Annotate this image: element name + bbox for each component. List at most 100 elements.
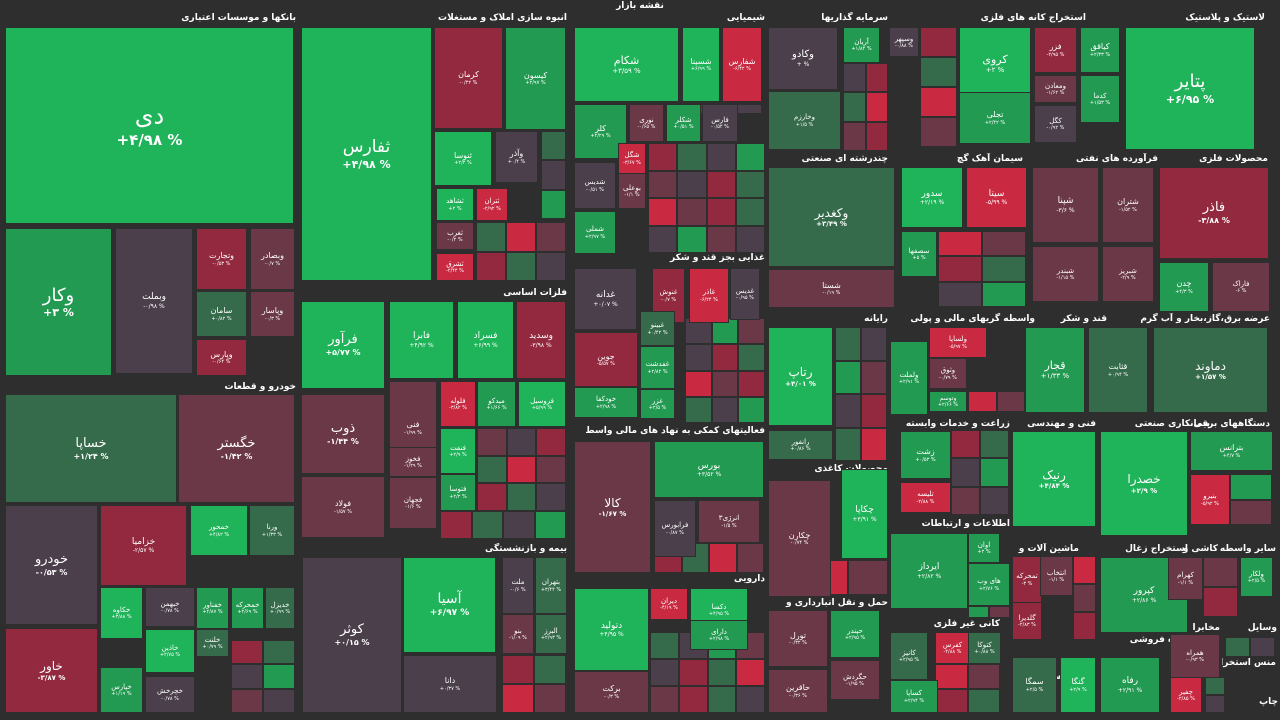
- stock-tile[interactable]: [476, 251, 506, 281]
- stock-tile[interactable]: [648, 225, 678, 253]
- stock-tile[interactable]: سامان +۰/۸۲ %: [196, 291, 247, 337]
- stock-tile[interactable]: جوین -۵/۵۷ %: [574, 332, 638, 387]
- stock-tile[interactable]: فولاد -۱/۵۷ %: [301, 476, 385, 538]
- stock-tile[interactable]: ولساپا -۵/۹۷ %: [929, 327, 987, 358]
- stock-tile[interactable]: وتوسم +۲/۶۶ %: [929, 391, 967, 412]
- stock-tile[interactable]: [935, 688, 968, 713]
- stock-tile[interactable]: سدور +۲/۱۹ %: [901, 167, 963, 228]
- stock-tile[interactable]: [536, 251, 566, 281]
- stock-tile[interactable]: ثشاهد +۲ %: [436, 188, 474, 221]
- stock-tile[interactable]: چدن +۴/۳ %: [1159, 262, 1209, 312]
- stock-tile[interactable]: تلیسه -۲/۸۸ %: [900, 482, 951, 513]
- stock-tile[interactable]: [982, 231, 1026, 257]
- stock-tile[interactable]: [678, 686, 708, 713]
- stock-tile[interactable]: [711, 396, 739, 423]
- stock-tile[interactable]: [735, 198, 765, 226]
- stock-tile[interactable]: [650, 632, 679, 659]
- stock-tile[interactable]: [534, 684, 566, 713]
- stock-tile[interactable]: دارای +۲/۹۸ %: [690, 620, 748, 650]
- stock-tile[interactable]: حاقرین -۰/۳۶ %: [768, 669, 828, 713]
- stock-tile[interactable]: دیران -۴/۱۹ %: [650, 588, 688, 620]
- stock-tile[interactable]: غدیس -۰/۹۵ %: [730, 268, 760, 320]
- stock-tile[interactable]: کدما +۱/۵۳ %: [1080, 75, 1120, 123]
- stock-tile[interactable]: [541, 160, 566, 190]
- stock-tile[interactable]: [677, 143, 707, 171]
- stock-tile[interactable]: [506, 455, 537, 484]
- stock-tile[interactable]: شکام +۳/۵۹ %: [574, 27, 679, 102]
- stock-tile[interactable]: [835, 360, 861, 394]
- stock-tile[interactable]: [231, 688, 263, 713]
- stock-tile[interactable]: وخارزم +۱/۵ %: [768, 91, 841, 150]
- stock-tile[interactable]: [506, 222, 536, 252]
- stock-tile[interactable]: [706, 198, 736, 226]
- stock-tile[interactable]: [685, 370, 712, 397]
- stock-tile[interactable]: شبندر -۱/۱۵ %: [1032, 246, 1099, 302]
- stock-tile[interactable]: انرژی۳ -۱/۵ %: [698, 500, 760, 543]
- stock-tile[interactable]: خصدرا +۲/۹ %: [1100, 431, 1188, 536]
- stock-tile[interactable]: خفناور +۲/۸۷ %: [196, 587, 229, 629]
- stock-tile[interactable]: [685, 396, 712, 423]
- stock-tile[interactable]: [738, 370, 765, 397]
- stock-tile[interactable]: انتخاب -۱/۱ %: [1040, 556, 1073, 596]
- stock-tile[interactable]: [1203, 587, 1238, 617]
- stock-tile[interactable]: غبینو +۰/۴۲ %: [640, 311, 675, 346]
- stock-tile[interactable]: خساپا +۱/۲۴ %: [5, 394, 177, 503]
- stock-tile[interactable]: فرآور +۵/۷۷ %: [301, 301, 385, 389]
- stock-tile[interactable]: [506, 251, 536, 281]
- stock-tile[interactable]: [738, 344, 765, 371]
- stock-tile[interactable]: همراه -۰/۹۳ %: [1170, 634, 1220, 678]
- stock-tile[interactable]: [536, 455, 566, 484]
- stock-tile[interactable]: وثوق -۰/۷۹ %: [929, 358, 967, 389]
- stock-tile[interactable]: [677, 225, 707, 253]
- stock-tile[interactable]: وسدید -۳/۹۸ %: [516, 301, 566, 379]
- stock-tile[interactable]: شبریز -۲/۹ %: [1102, 246, 1154, 302]
- stock-tile[interactable]: وکغدیر +۳/۴۹ %: [768, 167, 895, 267]
- stock-tile[interactable]: ورنا +۱/۳۳ %: [249, 505, 295, 556]
- stock-tile[interactable]: پتایر +۶/۹۵ %: [1125, 27, 1255, 150]
- stock-tile[interactable]: [477, 455, 507, 484]
- stock-tile[interactable]: قثابت +۰/۹۴ %: [1088, 327, 1148, 413]
- stock-tile[interactable]: [1230, 499, 1272, 525]
- stock-tile[interactable]: فابرا +۴/۹۲ %: [389, 301, 454, 379]
- stock-tile[interactable]: میدکو +۱/۶۶ %: [477, 381, 516, 427]
- stock-tile[interactable]: [541, 189, 566, 219]
- stock-tile[interactable]: [920, 117, 957, 147]
- stock-tile[interactable]: دانا +۰/۳۷ %: [403, 655, 497, 713]
- stock-tile[interactable]: رانفور +۰/۸۶ %: [768, 430, 833, 460]
- stock-tile[interactable]: [920, 27, 957, 57]
- stock-tile[interactable]: [865, 121, 888, 151]
- stock-tile[interactable]: سمگا +۲/۵ %: [1012, 657, 1057, 713]
- stock-tile[interactable]: تمحرکه -۳ %: [1012, 556, 1042, 603]
- stock-tile[interactable]: وپارس -۰/۶۴ %: [196, 339, 247, 376]
- stock-tile[interactable]: نوری -۰/۶۵ %: [629, 104, 664, 142]
- stock-tile[interactable]: [706, 143, 736, 171]
- stock-tile[interactable]: [536, 222, 566, 252]
- stock-tile[interactable]: [835, 427, 861, 461]
- stock-tile[interactable]: [678, 659, 708, 686]
- stock-tile[interactable]: [967, 688, 1000, 713]
- stock-tile[interactable]: سیتا -۵/۹۹ %: [966, 167, 1027, 228]
- stock-tile[interactable]: خودکفا +۲/۹۸ %: [574, 387, 638, 418]
- stock-tile[interactable]: کانیز +۲/۹۵ %: [890, 632, 928, 680]
- stock-tile[interactable]: [677, 198, 707, 226]
- stock-tile[interactable]: [536, 428, 566, 456]
- stock-tile[interactable]: [1250, 637, 1275, 657]
- stock-tile[interactable]: کگل -۰/۹۲ %: [1034, 105, 1077, 143]
- stock-tile[interactable]: [989, 606, 1010, 618]
- stock-tile[interactable]: [951, 486, 980, 515]
- stock-tile[interactable]: [477, 483, 507, 511]
- stock-tile[interactable]: [650, 659, 679, 686]
- stock-tile[interactable]: [835, 327, 861, 361]
- stock-tile[interactable]: [980, 458, 1009, 487]
- stock-tile[interactable]: [861, 394, 887, 428]
- stock-tile[interactable]: کتوکا +۰/۸۸ %: [968, 632, 1001, 664]
- stock-tile[interactable]: [711, 344, 739, 371]
- stock-tile[interactable]: [1203, 557, 1238, 587]
- stock-tile[interactable]: [968, 606, 989, 618]
- stock-tile[interactable]: [711, 370, 739, 397]
- stock-tile[interactable]: کرمان -۰/۴۲ %: [434, 27, 503, 129]
- stock-tile[interactable]: [835, 394, 861, 428]
- stock-tile[interactable]: چکاپا +۳/۹۱ %: [841, 469, 888, 559]
- stock-tile[interactable]: [709, 543, 737, 573]
- stock-tile[interactable]: خدیزل +۰/۹۹ %: [265, 587, 295, 629]
